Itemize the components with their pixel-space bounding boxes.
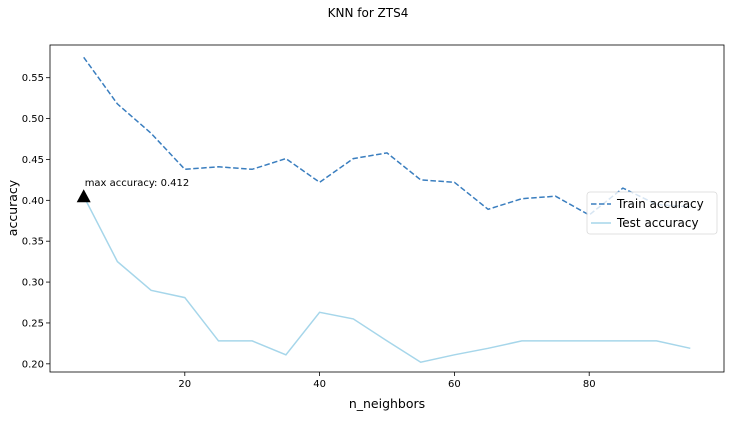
legend-label: Train accuracy [616,197,704,211]
legend: Train accuracy Test accuracy [586,191,718,235]
max-accuracy-annotation: max accuracy: 0.412 [85,178,190,189]
y-tick-label: 0.50 [22,114,44,125]
x-axis-label: n_neighbors [349,396,425,411]
x-tick-label: 60 [448,379,461,390]
max-accuracy-marker [76,189,91,203]
y-tick-label: 0.40 [22,196,44,207]
legend-label: Test accuracy [616,216,699,230]
y-axis: 0.20 0.25 0.30 0.35 0.40 0.45 0.50 0.55 [22,73,50,370]
y-tick-label: 0.35 [22,237,44,248]
legend-box [586,191,718,235]
chart-title: KNN for ZTS4 [328,6,409,20]
series-line-train-accuracy [83,56,691,216]
y-tick-label: 0.30 [22,278,44,289]
x-tick-label: 40 [313,379,326,390]
y-axis-label: accuracy [5,179,20,236]
y-tick-label: 0.25 [22,318,44,329]
x-axis: 20 40 60 80 [178,372,596,390]
y-tick-label: 0.55 [22,73,44,84]
x-tick-label: 80 [583,379,596,390]
plot-area [49,44,725,373]
x-tick-label: 20 [178,379,191,390]
series-line-test-accuracy [83,195,691,363]
y-tick-label: 0.20 [22,359,44,370]
annotation-layer: max accuracy: 0.412 [76,178,190,203]
y-tick-label: 0.45 [22,155,44,166]
series-layer [83,56,691,363]
